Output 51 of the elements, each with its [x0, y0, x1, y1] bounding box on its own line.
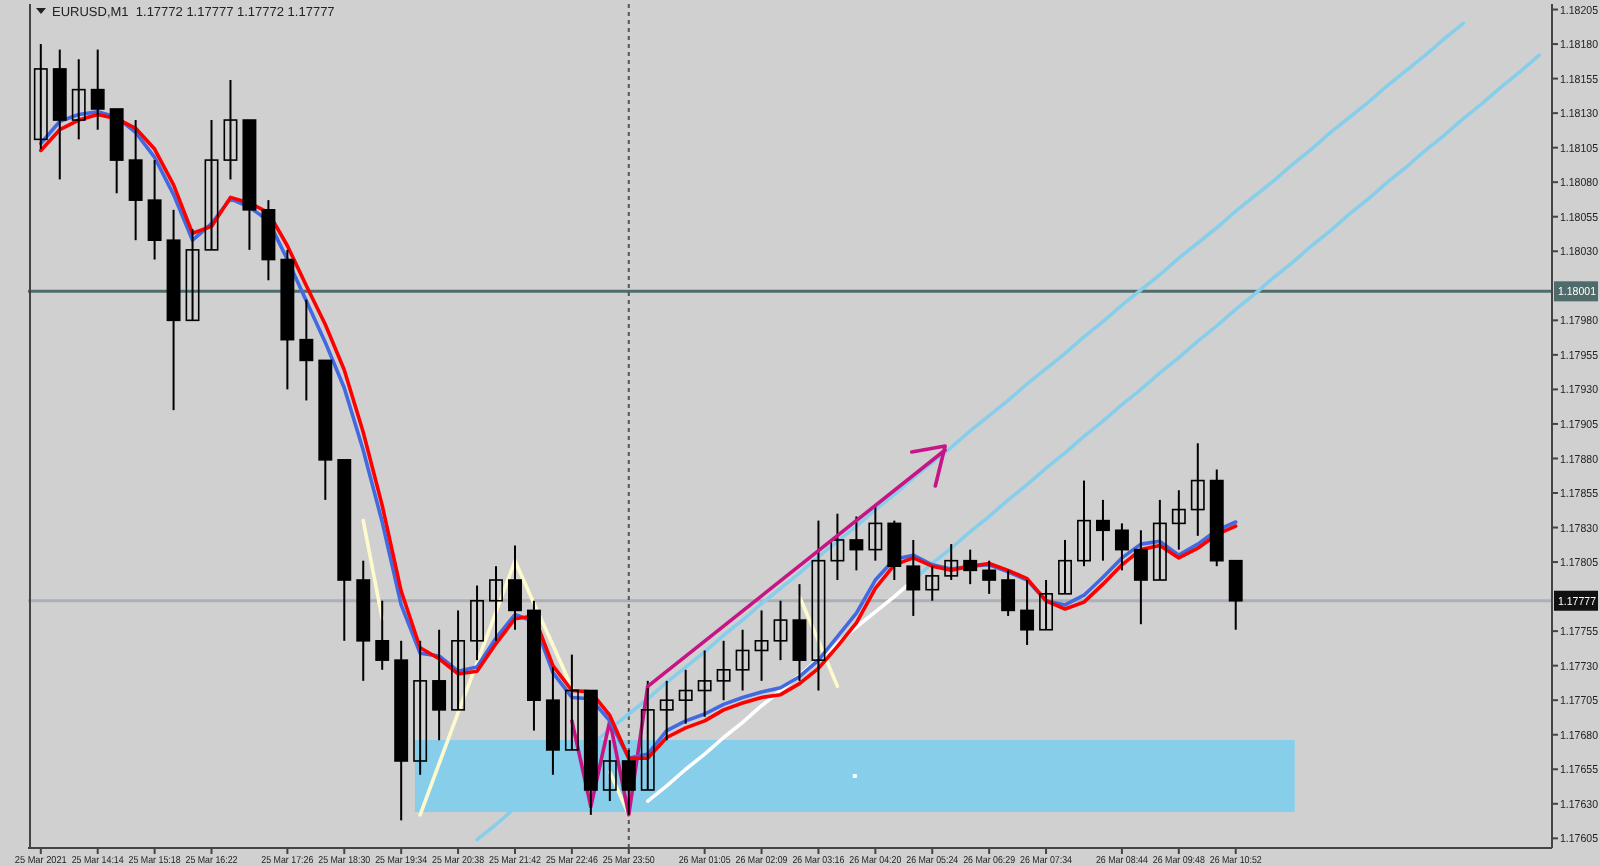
candlestick — [621, 748, 636, 816]
candlestick — [564, 653, 579, 751]
candlestick — [71, 58, 86, 141]
candlestick — [1077, 479, 1091, 568]
candlestick — [963, 548, 978, 586]
candlestick — [735, 628, 750, 692]
candlestick — [299, 298, 314, 402]
candlestick — [1133, 529, 1148, 626]
candlestick — [413, 639, 428, 776]
candlestick — [470, 584, 485, 662]
candlestick — [451, 609, 466, 711]
candlestick — [489, 565, 503, 642]
candlestick — [1228, 559, 1243, 631]
candlestick — [1152, 498, 1167, 582]
candlestick — [868, 504, 883, 562]
candlestick — [811, 519, 826, 692]
candlestick — [697, 649, 712, 718]
candlestick — [1190, 442, 1205, 537]
candlestick — [659, 679, 674, 742]
candlestick — [508, 544, 522, 631]
candlestick — [204, 119, 219, 251]
candlestick — [33, 43, 48, 151]
candlestick — [432, 628, 447, 742]
candlestick — [1114, 522, 1129, 572]
candlestick — [1020, 579, 1035, 646]
candlestick — [982, 559, 997, 595]
candlestick — [678, 668, 693, 725]
candlestick — [1095, 498, 1110, 562]
candlestick — [223, 78, 238, 181]
candlestick — [773, 599, 788, 662]
candlestick — [147, 159, 162, 261]
line-series — [475, 21, 1466, 842]
candlestick — [185, 228, 200, 322]
candlestick — [1039, 579, 1054, 631]
candlestick — [830, 512, 845, 582]
candlestick — [906, 538, 921, 617]
candlestick — [944, 543, 959, 582]
candlestick — [887, 519, 902, 582]
candlestick — [90, 48, 105, 131]
candlestick — [375, 599, 390, 671]
candlestick — [640, 679, 655, 791]
candlestick — [1058, 538, 1072, 595]
candlestick — [925, 565, 940, 602]
candlestick — [602, 739, 617, 803]
candlestick — [128, 119, 143, 242]
candlestick — [792, 583, 807, 682]
candlestick — [1171, 489, 1186, 551]
candlestick — [1001, 569, 1016, 617]
candlestick — [754, 609, 769, 682]
candlestick — [716, 639, 731, 702]
candlestick — [849, 515, 864, 572]
